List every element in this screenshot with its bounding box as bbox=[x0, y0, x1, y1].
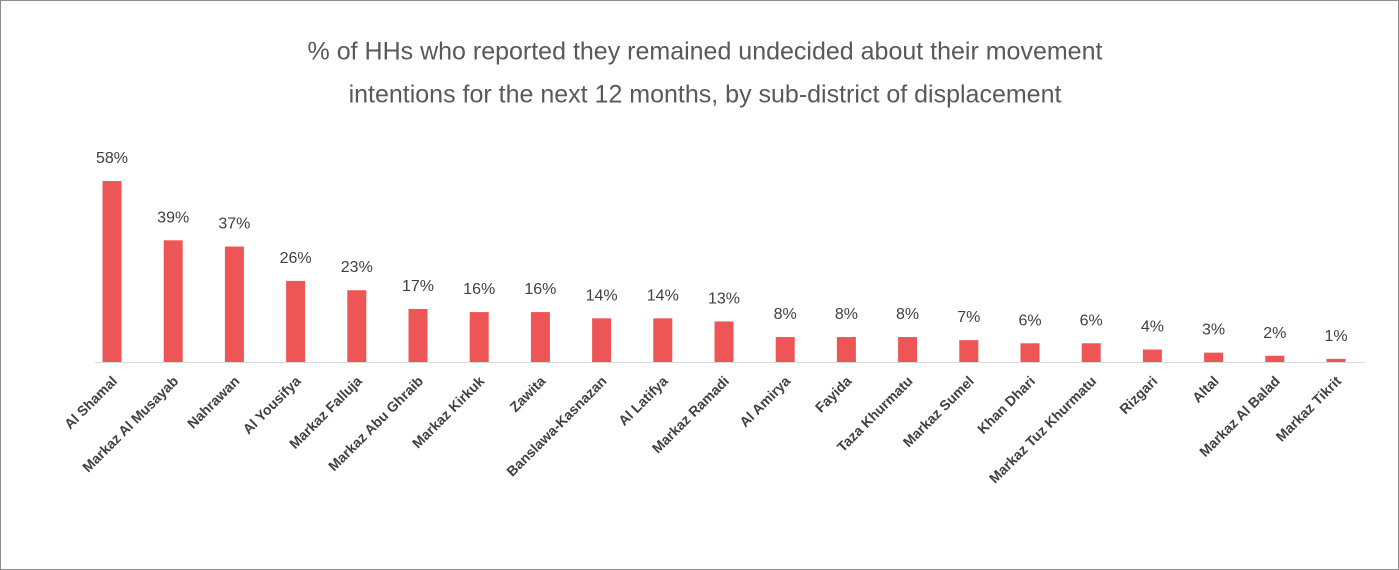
data-label: 16% bbox=[524, 281, 556, 298]
bar bbox=[469, 312, 489, 362]
data-label: 3% bbox=[1202, 322, 1225, 339]
data-label: 14% bbox=[647, 287, 679, 304]
data-label: 4% bbox=[1141, 319, 1164, 336]
data-label: 16% bbox=[463, 281, 495, 298]
bar bbox=[347, 290, 367, 362]
data-label: 8% bbox=[896, 306, 919, 323]
data-label: 7% bbox=[957, 309, 980, 326]
bar bbox=[163, 240, 183, 362]
bar bbox=[1020, 343, 1040, 362]
bar bbox=[408, 308, 428, 362]
bar bbox=[224, 246, 244, 362]
data-label: 13% bbox=[708, 290, 740, 307]
data-label: 1% bbox=[1324, 328, 1347, 345]
data-label: 26% bbox=[280, 250, 312, 267]
bar bbox=[836, 337, 856, 362]
data-label: 17% bbox=[402, 278, 434, 295]
bar bbox=[1265, 355, 1285, 362]
bar bbox=[898, 337, 918, 362]
bar bbox=[530, 312, 550, 362]
data-label: 8% bbox=[774, 306, 797, 323]
data-label: 6% bbox=[1080, 312, 1103, 329]
bar bbox=[592, 318, 612, 362]
chart-title: % of HHs who reported they remained unde… bbox=[308, 38, 1103, 66]
bar bbox=[1142, 349, 1162, 362]
data-label: 39% bbox=[157, 209, 189, 226]
chart-title: intentions for the next 12 months, by su… bbox=[349, 81, 1062, 109]
data-label: 8% bbox=[835, 306, 858, 323]
bar bbox=[714, 321, 734, 362]
data-label: 58% bbox=[96, 150, 128, 167]
data-label: 37% bbox=[218, 216, 250, 233]
bar bbox=[653, 318, 673, 362]
data-label: 23% bbox=[341, 259, 373, 276]
bar bbox=[775, 337, 795, 362]
bar bbox=[102, 181, 122, 362]
bar bbox=[1204, 352, 1224, 362]
bar bbox=[1081, 343, 1101, 362]
data-label: 6% bbox=[1018, 312, 1041, 329]
bar bbox=[959, 340, 979, 362]
data-label: 14% bbox=[586, 287, 618, 304]
bar bbox=[1326, 358, 1346, 362]
data-label: 2% bbox=[1263, 325, 1286, 342]
bar bbox=[286, 280, 306, 362]
